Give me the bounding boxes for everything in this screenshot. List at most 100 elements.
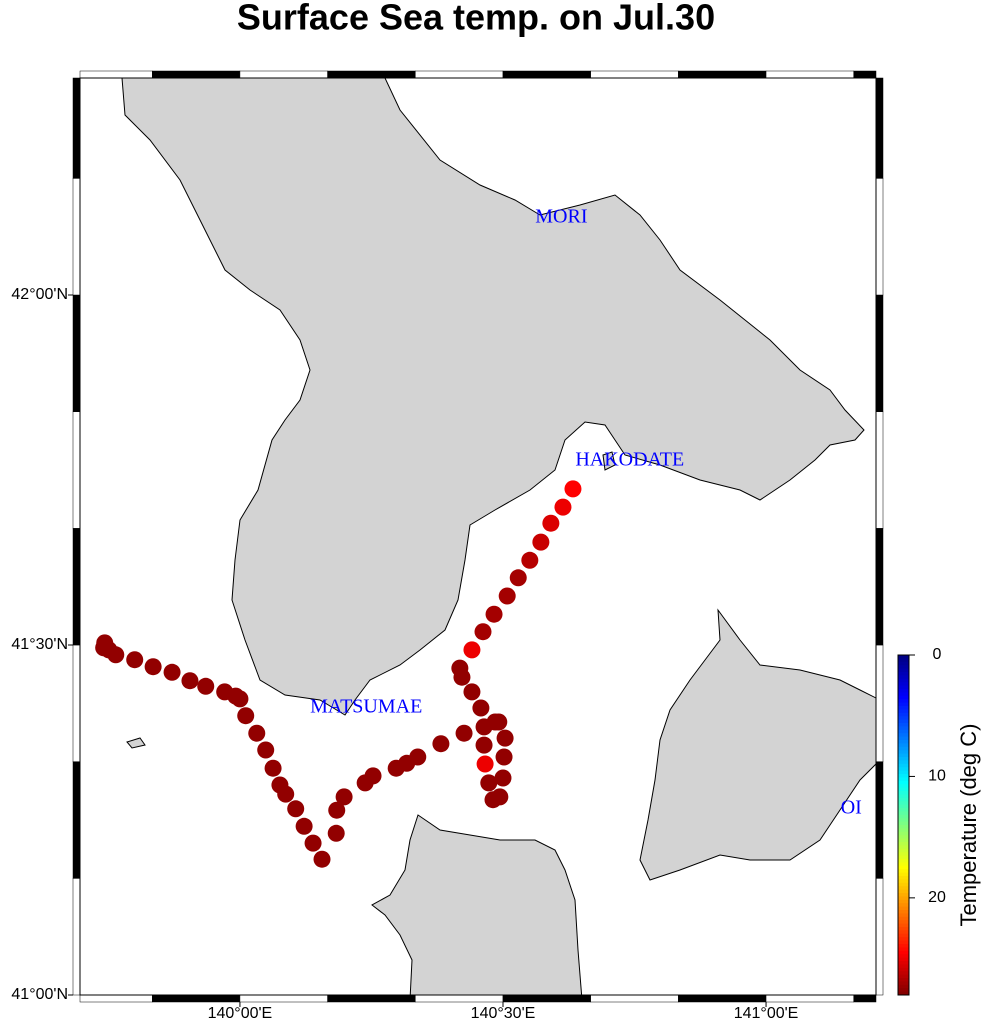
colorbar-segment: [898, 991, 909, 996]
frame-bar: [415, 994, 504, 1003]
temperature-point: [463, 641, 481, 659]
colorbar-segment: [898, 876, 909, 880]
temperature-point: [521, 551, 539, 569]
temperature-point: [476, 755, 494, 773]
temperature-point: [474, 623, 492, 641]
colorbar-segment: [898, 661, 909, 666]
colorbar-segment: [898, 757, 909, 761]
x-tick-label: 140°00'E: [208, 1005, 273, 1022]
frame-bar: [875, 761, 884, 879]
temperature-point: [509, 569, 527, 587]
colorbar-segment: [898, 760, 909, 765]
colorbar-segment: [898, 794, 909, 799]
temperature-point: [304, 834, 322, 852]
colorbar-tick-label: 10: [928, 768, 946, 785]
colorbar-segment: [898, 838, 909, 843]
colorbar-segment: [898, 672, 909, 676]
colorbar-segment: [898, 950, 909, 955]
colorbar-segment: [898, 916, 909, 921]
colorbar-segment: [898, 981, 909, 986]
colorbar-segment: [898, 723, 909, 727]
frame-bar: [853, 994, 877, 1003]
colorbar-tick-label: 0: [933, 646, 942, 663]
frame-bar: [853, 70, 877, 79]
temperature-point: [455, 724, 473, 742]
temperature-point: [387, 759, 405, 777]
colorbar-segment: [898, 937, 909, 942]
frame-bar: [875, 878, 884, 996]
frame-bar: [590, 994, 679, 1003]
temperature-point: [564, 480, 582, 498]
x-tick-label: 141°00'E: [734, 1005, 799, 1022]
temperature-point: [313, 850, 331, 868]
colorbar-segment: [898, 923, 909, 928]
colorbar-segment: [898, 692, 909, 697]
colorbar-segment: [898, 682, 909, 687]
colorbar-segment: [898, 814, 909, 819]
frame-bar: [765, 994, 854, 1003]
colorbar-segment: [898, 736, 909, 741]
temperature-point: [490, 713, 508, 731]
frame-bar: [678, 70, 767, 79]
frame-bar: [72, 528, 81, 646]
temperature-point: [327, 824, 345, 842]
colorbar-segment: [898, 787, 909, 792]
colorbar-segment: [898, 893, 909, 897]
frame-bar: [875, 528, 884, 646]
land-group: [121, 78, 876, 995]
x-tick-label: 140°30'E: [471, 1005, 536, 1022]
colorbar-segment: [898, 835, 909, 840]
temperature-point: [356, 774, 374, 792]
colorbar-segment: [898, 808, 909, 812]
frame-bar: [327, 70, 416, 79]
frame-bar: [72, 761, 81, 879]
temperature-point: [495, 748, 513, 766]
frame-bar: [72, 644, 81, 762]
colorbar-segment: [898, 930, 909, 935]
frame-bar: [152, 70, 241, 79]
temperature-point: [494, 769, 512, 787]
temperature-point: [542, 514, 560, 532]
colorbar-segment: [898, 848, 909, 853]
colorbar-segment: [898, 862, 909, 867]
frame-bar: [875, 178, 884, 296]
temperature-point: [181, 672, 199, 690]
colorbar-segment: [898, 791, 909, 795]
y-tick-label: 41°00'N: [11, 986, 68, 1003]
place-labels: MORI HAKODATE MATSUMAE OI: [310, 206, 862, 819]
temperature-point: [216, 683, 234, 701]
colorbar-segment: [898, 719, 909, 724]
colorbar-segment: [898, 947, 909, 952]
colorbar-segment: [898, 896, 909, 901]
frame-bar: [72, 878, 81, 996]
colorbar-segment: [898, 882, 909, 887]
colorbar-segment: [898, 879, 909, 884]
temperature-point: [335, 788, 353, 806]
temperature-point: [264, 759, 282, 777]
frame-bar: [765, 70, 854, 79]
temperature-point: [248, 724, 266, 742]
frame-bar: [327, 994, 416, 1003]
temperature-point: [485, 605, 503, 623]
place-label: HAKODATE: [575, 448, 684, 470]
temperature-point: [328, 801, 346, 819]
colorbar-segment: [898, 831, 909, 836]
colorbar-segment: [898, 801, 909, 806]
colorbar-segment: [898, 852, 909, 857]
temperature-point: [532, 533, 550, 551]
frame-bar: [79, 70, 153, 79]
colorbar-segment: [898, 777, 909, 782]
land: [121, 78, 865, 716]
colorbar-segment: [898, 872, 909, 877]
colorbar-segment: [898, 685, 909, 690]
frame-bar: [502, 70, 591, 79]
frame-bar: [415, 70, 504, 79]
colorbar-segment: [898, 865, 909, 870]
temperature-point: [472, 699, 490, 717]
frame-bar: [875, 411, 884, 529]
colorbar-segment: [898, 828, 909, 833]
land: [371, 814, 583, 995]
colorbar-segment: [898, 910, 909, 914]
temperature-point: [144, 658, 162, 676]
colorbar-segment: [898, 933, 909, 938]
